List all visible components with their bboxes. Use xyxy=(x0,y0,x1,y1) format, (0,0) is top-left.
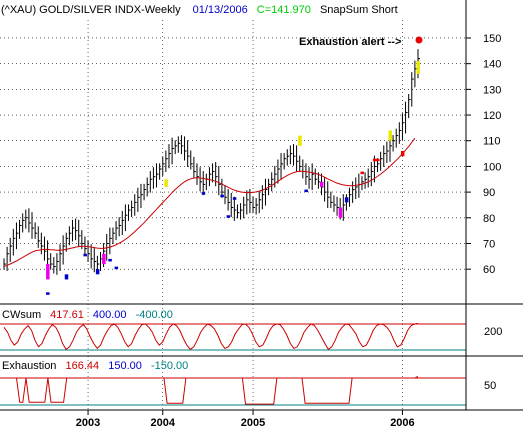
signal-marker xyxy=(376,158,380,162)
signal-marker xyxy=(108,258,112,262)
chart-date: 01/13/2006 xyxy=(193,4,248,16)
exhaustion-line xyxy=(4,376,419,405)
exhaustion-lower-level: -150.00 xyxy=(151,360,188,372)
signal-markers xyxy=(46,61,420,295)
price-bars xyxy=(3,49,420,275)
signal-marker xyxy=(320,181,324,187)
study-name: SnapSum Short xyxy=(320,4,398,16)
exhaustion-panel: Exhaustion 166.44 150.00 -150.00 50 xyxy=(0,360,496,406)
price-panel: 60 70 80 90 100 110 120 130 140 150 Exhaustion al… xyxy=(0,20,501,410)
cwsum-lower-level: -400.00 xyxy=(136,309,173,321)
x-tick-label: 2005 xyxy=(241,417,265,429)
signal-marker xyxy=(226,215,231,218)
signal-marker xyxy=(232,197,237,200)
signal-marker xyxy=(95,269,100,275)
y-tick-label: 70 xyxy=(483,238,495,250)
y-tick-label: 60 xyxy=(483,264,495,276)
signal-marker xyxy=(360,171,364,175)
moving-average-line xyxy=(3,137,416,268)
y-tick-label: 140 xyxy=(483,59,501,71)
cwsum-label: CWsum xyxy=(2,309,41,321)
signal-marker xyxy=(338,207,343,218)
y-tick-label: 120 xyxy=(483,110,501,122)
date-axis: 2003 2004 2005 2006 xyxy=(76,410,415,429)
signal-marker xyxy=(388,130,392,141)
signal-marker xyxy=(372,158,377,162)
y-tick-label: 80 xyxy=(483,213,495,225)
signal-marker xyxy=(102,253,106,265)
cwsum-panel: CWsum 417.61 400.00 -400.00 200 xyxy=(0,309,502,351)
signal-marker xyxy=(304,189,308,193)
exhaustion-tick-label: 50 xyxy=(484,380,496,392)
cwsum-header: CWsum 417.61 400.00 -400.00 xyxy=(2,309,173,321)
y-tick-label: 130 xyxy=(483,84,501,96)
y-tick-label: 150 xyxy=(483,33,501,45)
signal-marker xyxy=(46,292,50,295)
signal-marker xyxy=(164,179,168,187)
price-axis: 60 70 80 90 100 110 120 130 140 150 xyxy=(466,33,501,276)
signal-marker xyxy=(416,61,420,74)
exhaustion-alert-label: Exhaustion alert --> xyxy=(299,36,401,48)
exhaustion-alert-dot xyxy=(415,36,423,44)
signal-marker xyxy=(344,197,349,203)
signal-marker xyxy=(83,253,87,257)
x-tick-label: 2003 xyxy=(76,417,100,429)
exhaustion-header: Exhaustion 166.44 150.00 -150.00 xyxy=(2,360,188,372)
exhaustion-value: 166.44 xyxy=(66,360,100,372)
chart-title: (^XAU) GOLD/SILVER INDX-Weekly xyxy=(1,4,181,16)
signal-marker xyxy=(64,274,69,280)
signal-marker xyxy=(298,135,302,146)
signal-marker xyxy=(220,194,224,198)
signal-marker xyxy=(201,192,206,195)
exhaustion-upper-level: 150.00 xyxy=(108,360,142,372)
exhaustion-label: Exhaustion xyxy=(2,360,56,372)
last-close: C=141.970 xyxy=(257,4,311,16)
signal-marker xyxy=(114,266,119,270)
y-tick-label: 100 xyxy=(483,161,501,173)
cwsum-upper-level: 400.00 xyxy=(93,309,127,321)
cwsum-tick-label: 200 xyxy=(484,326,502,338)
cwsum-line xyxy=(3,322,419,351)
x-tick-label: 2006 xyxy=(390,417,414,429)
price-gridlines xyxy=(0,20,466,410)
signal-marker xyxy=(400,151,405,157)
x-tick-label: 2004 xyxy=(151,417,176,429)
chart-header: (^XAU) GOLD/SILVER INDX-Weekly 01/13/200… xyxy=(1,4,398,16)
signal-marker xyxy=(46,264,50,280)
y-tick-label: 110 xyxy=(483,136,501,148)
cwsum-value: 417.61 xyxy=(50,309,84,321)
y-tick-label: 90 xyxy=(483,187,495,199)
